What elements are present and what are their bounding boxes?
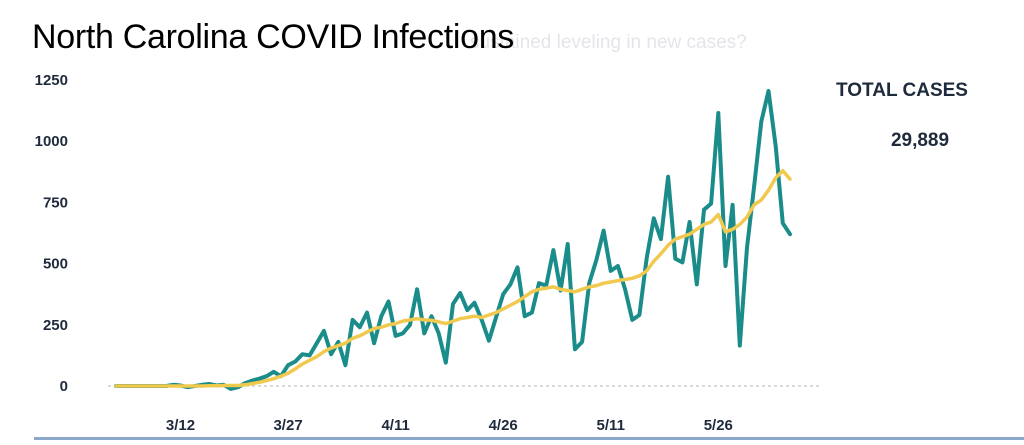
x-tick-label: 5/11: [597, 417, 625, 434]
y-tick-label: 250: [43, 317, 68, 334]
y-tick-label: 750: [43, 194, 68, 211]
x-tick-label: 3/12: [166, 417, 195, 434]
y-tick-label: 1250: [35, 72, 68, 89]
ghost-subtitle: sustained leveling in new cases?: [470, 32, 747, 53]
y-tick-label: 500: [43, 256, 68, 273]
x-tick-label: 5/26: [704, 417, 733, 434]
y-tick-label: 1000: [35, 133, 68, 150]
y-tick-label: 0: [60, 378, 68, 395]
daily-cases-line: [114, 89, 792, 391]
rolling-average-line: [114, 168, 792, 388]
total-cases-value: 29,889: [890, 130, 950, 151]
bottom-divider: [34, 437, 1024, 440]
total-cases-label: TOTAL CASES: [836, 80, 968, 101]
x-tick-label: 4/26: [489, 417, 518, 434]
x-tick-label: 4/11: [381, 417, 409, 434]
x-tick-label: 3/27: [273, 417, 302, 434]
chart-title: North Carolina COVID Infections: [32, 18, 515, 56]
